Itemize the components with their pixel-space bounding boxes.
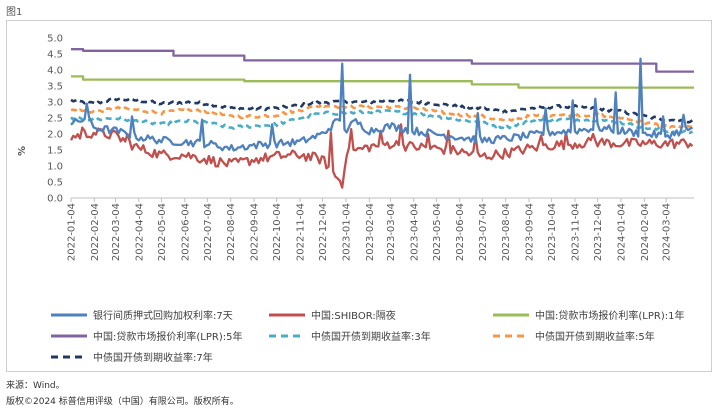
- series-line: [70, 57, 694, 152]
- x-tick-label: 2022-07-04: [203, 203, 214, 261]
- x-tick-label: 2022-09-04: [250, 203, 261, 261]
- x-tick-label: 2023-11-04: [570, 203, 581, 261]
- x-tick-label: 2024-03-04: [662, 203, 673, 261]
- series-line: [71, 48, 694, 73]
- x-tick-label: 2024-01-04: [616, 203, 627, 261]
- x-tick-label: 2022-11-04: [296, 203, 307, 261]
- x-tick-label: 2023-03-04: [386, 203, 397, 261]
- x-tick-label: 2022-01-04: [67, 203, 78, 261]
- x-tick-label: 2023-04-04: [409, 203, 420, 261]
- y-tick-label: 3.0: [47, 98, 63, 109]
- x-tick-label: 2022-06-04: [180, 203, 191, 261]
- legend-label: 中国:SHIBOR:隔夜: [311, 309, 396, 322]
- figure-label: 图1: [6, 7, 23, 18]
- chart-frame: 0.0 0.5 1.0 1.5 2.0 2.5 3.0 3.5 4.0 4.5 5.0% 2022-…: [6, 20, 712, 372]
- x-tick-label: 2022-02-04: [90, 203, 101, 261]
- y-tick-label: 4.5: [47, 50, 63, 61]
- legend-label: 中国:贷款市场报价利率(LPR):5年: [93, 330, 242, 343]
- y-tick-label: 0.5: [47, 178, 63, 189]
- x-tick-label: 2023-05-04: [432, 203, 443, 261]
- y-tick-label: 3.5: [47, 82, 63, 93]
- x-tick-label: 2022-10-04: [272, 203, 283, 261]
- series-line: [70, 108, 694, 135]
- x-tick-label: 2022-08-04: [226, 203, 237, 261]
- series-line: [70, 103, 693, 130]
- x-tick-label: 2024-02-04: [640, 203, 651, 261]
- x-tick-label: 2023-02-04: [365, 203, 376, 261]
- series-lines: [69, 48, 694, 189]
- x-tick-label: 2023-10-04: [547, 203, 558, 261]
- legend-label: 中债国开债到期收益率:5年: [535, 330, 655, 343]
- x-tick-label: 2022-03-04: [111, 203, 122, 261]
- y-tick-label: 4.0: [47, 66, 63, 77]
- y-tick-label: 1.0: [47, 162, 63, 173]
- line-chart: 0.0 0.5 1.0 1.5 2.0 2.5 3.0 3.5 4.0 4.5 5.0% 2022-…: [17, 34, 694, 364]
- copyright-note: 版权©2024 标普信用评级（中国）有限公司。版权所有。: [6, 397, 239, 407]
- x-tick-label: 2022-12-04: [318, 203, 329, 261]
- x-tick-label: 2023-07-04: [478, 203, 489, 261]
- x-tick-label: 2022-04-04: [134, 203, 145, 261]
- x-axis: 2022-01-04 2022-02-04 2022-03-04 2022-04-04…: [67, 197, 694, 261]
- series-line: [69, 123, 694, 189]
- x-tick-label: 2023-06-04: [455, 203, 466, 261]
- series-line: [70, 96, 694, 124]
- legend: 银行间质押式回购加权利率:7天 中国:SHIBOR:隔夜 中国:贷款市场报价利率(L…: [51, 309, 684, 364]
- legend-label: 中债国开债到期收益率:3年: [311, 330, 431, 343]
- y-tick-label: 2.0: [47, 130, 63, 141]
- x-tick-label: 2023-09-04: [525, 203, 536, 261]
- legend-label: 中国:贷款市场报价利率(LPR):1年: [535, 309, 684, 322]
- y-axis: 0.0 0.5 1.0 1.5 2.0 2.5 3.0 3.5 4.0 4.5 5.0%: [17, 34, 63, 205]
- x-tick-label: 2023-08-04: [501, 203, 512, 261]
- y-axis-label: %: [17, 146, 28, 156]
- legend-label: 银行间质押式回购加权利率:7天: [93, 309, 233, 322]
- y-tick-label: 0.0: [47, 194, 63, 205]
- legend-label: 中债国开债到期收益率:7年: [93, 351, 213, 364]
- source-note: 来源：Wind。: [6, 381, 65, 391]
- x-tick-label: 2023-01-04: [341, 203, 352, 261]
- x-tick-label: 2023-12-04: [593, 203, 604, 261]
- series-line: [71, 75, 694, 89]
- x-tick-label: 2022-05-04: [157, 203, 168, 261]
- y-tick-label: 1.5: [47, 146, 63, 157]
- y-tick-label: 5.0: [47, 34, 63, 45]
- y-tick-label: 2.5: [47, 114, 63, 125]
